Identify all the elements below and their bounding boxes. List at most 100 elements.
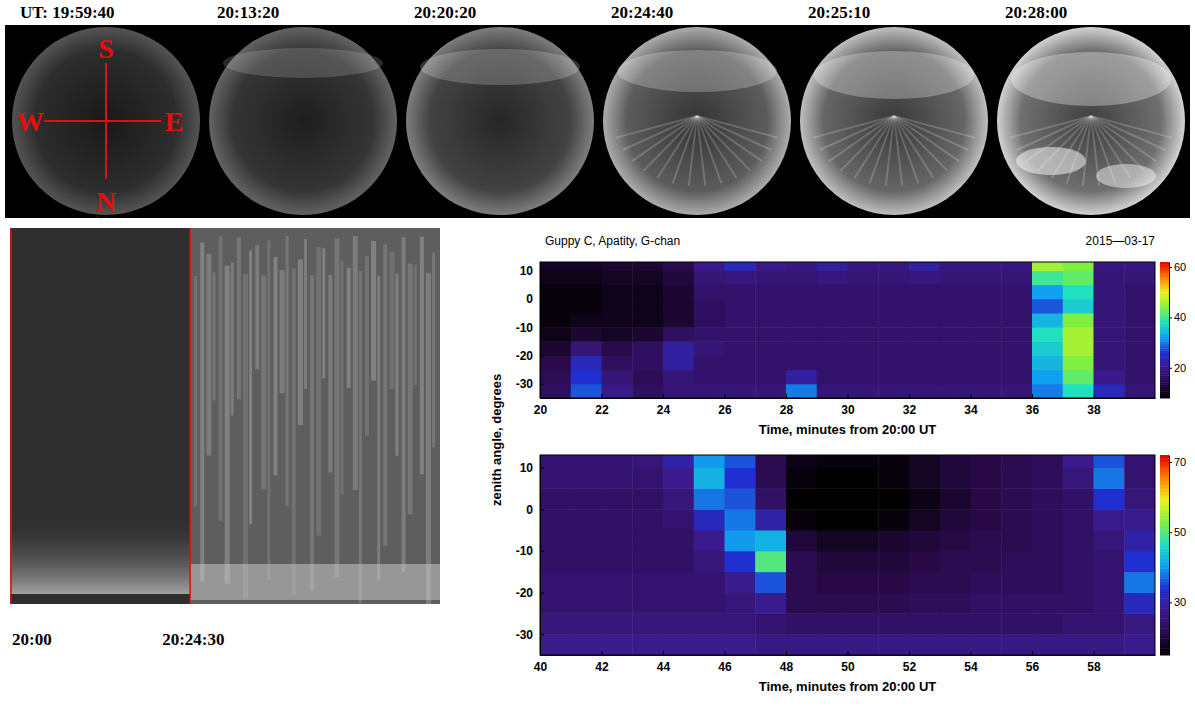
- heatmap-cell: [878, 509, 909, 530]
- tick-label: 20: [534, 403, 548, 417]
- heatmap-cell: [1063, 551, 1094, 572]
- tick-label: 0: [526, 503, 533, 517]
- heatmap-cell: [602, 262, 633, 271]
- tick: 32: [903, 394, 917, 417]
- tick: -10: [516, 321, 544, 335]
- heatmap-cell: [571, 341, 602, 356]
- aurora-ray: [894, 116, 947, 171]
- tick-label: 24: [657, 403, 671, 417]
- tick-label: 32: [903, 403, 917, 417]
- heatmap-cell: [1094, 613, 1125, 634]
- x-axis: 20222426283032343638: [534, 394, 1156, 417]
- keogram-streak: [286, 236, 289, 505]
- heatmap-cell: [971, 341, 1002, 356]
- aurora-ray: [644, 116, 697, 171]
- heatmap-cell: [940, 551, 971, 572]
- chart-date: 2015—03-17: [1086, 234, 1156, 248]
- heatmap-cell: [971, 370, 1002, 385]
- tick-mark: [1032, 394, 1033, 398]
- heatmap-cell: [602, 613, 633, 634]
- heatmap-cell: [571, 593, 602, 614]
- heatmap-cell: [571, 488, 602, 509]
- keogram-streak: [304, 239, 307, 389]
- heatmap-cell: [786, 468, 817, 489]
- heatmap-cell: [971, 327, 1002, 342]
- heatmap-cell: [725, 327, 756, 342]
- tick-mark: [725, 651, 726, 655]
- y-axis: -30-20-10010: [516, 456, 544, 656]
- heatmap-cell: [1032, 271, 1063, 286]
- heatmap-cell: [1001, 313, 1032, 328]
- colorbar-segment: [1160, 472, 1169, 476]
- heatmap-cell: [940, 285, 971, 300]
- colorbar-segment: [1160, 502, 1169, 506]
- heatmap-cell: [725, 572, 756, 593]
- colorbar-segment: [1160, 608, 1169, 612]
- heatmap-cell: [632, 327, 663, 342]
- colorbar-segment: [1160, 638, 1169, 642]
- colorbar-segment: [1160, 635, 1169, 639]
- sky-image: [603, 27, 791, 215]
- heatmap-cell: [540, 613, 571, 634]
- heatmap-cell: [971, 509, 1002, 530]
- heatmap-cell: [571, 262, 602, 271]
- compass-line: [105, 63, 107, 179]
- keogram-streak: [267, 240, 270, 580]
- tick-mark: [786, 651, 787, 655]
- heatmap-cell: [755, 384, 786, 398]
- colorbar-segment: [1160, 625, 1169, 629]
- heatmap-cell: [786, 313, 817, 328]
- keogram-streak: [389, 251, 394, 389]
- heatmap-cell: [1063, 593, 1094, 614]
- heatmap-cell: [817, 613, 848, 634]
- colorbar-segment: [1160, 555, 1169, 559]
- heatmap-cell: [1001, 593, 1032, 614]
- colorbar-segment: [1160, 628, 1169, 632]
- heatmap-cell: [632, 455, 663, 468]
- tick-mark: [663, 651, 664, 655]
- colorbar-segment: [1160, 512, 1169, 516]
- tick-label: 54: [964, 660, 978, 674]
- colorbar-segment: [1160, 522, 1169, 526]
- aurora-ray: [894, 116, 959, 161]
- heatmap-cell: [971, 572, 1002, 593]
- heatmap-cell: [817, 634, 848, 655]
- heatmap-cell: [1001, 488, 1032, 509]
- heatmap-cell: [1001, 384, 1032, 398]
- heatmap-cell: [1032, 530, 1063, 551]
- heatmap-cell: [878, 488, 909, 509]
- heatmap-cell: [632, 262, 663, 271]
- heatmap-cell: [817, 530, 848, 551]
- heatmap-cell: [971, 468, 1002, 489]
- heatmap-cell: [571, 530, 602, 551]
- heatmap-cell: [909, 262, 940, 271]
- tick: 0: [526, 503, 544, 517]
- heatmap-cell: [848, 384, 879, 398]
- heatmap-cell: [786, 370, 817, 385]
- heatmap: [540, 455, 1155, 655]
- heatmap-cell: [1063, 530, 1094, 551]
- colorbar-segment: [1160, 508, 1169, 512]
- heatmap-cell: [848, 285, 879, 300]
- heatmap-cell: [571, 551, 602, 572]
- x-axis: 40424446485052545658: [534, 651, 1156, 674]
- heatmap-cell: [909, 271, 940, 286]
- heatmap-cell: [755, 370, 786, 385]
- tick: 26: [718, 394, 732, 417]
- heatmap-cell: [663, 488, 694, 509]
- heatmap-cell: [694, 313, 725, 328]
- tick-mark: [1169, 368, 1172, 369]
- heatmap-cell: [1001, 285, 1032, 300]
- heatmap-cell: [878, 455, 909, 468]
- colorbar-segment: [1160, 585, 1169, 589]
- aurora-ray: [689, 116, 697, 186]
- tick-label: -10: [516, 544, 534, 558]
- heatmap-cell: [971, 285, 1002, 300]
- tick-label: 42: [595, 660, 609, 674]
- heatmap-cell: [755, 327, 786, 342]
- heatmap-cell: [663, 341, 694, 356]
- colorbar-segment: [1160, 495, 1169, 499]
- heatmap-cell: [878, 299, 909, 314]
- tick-mark: [1032, 651, 1033, 655]
- sky-image: [997, 27, 1185, 215]
